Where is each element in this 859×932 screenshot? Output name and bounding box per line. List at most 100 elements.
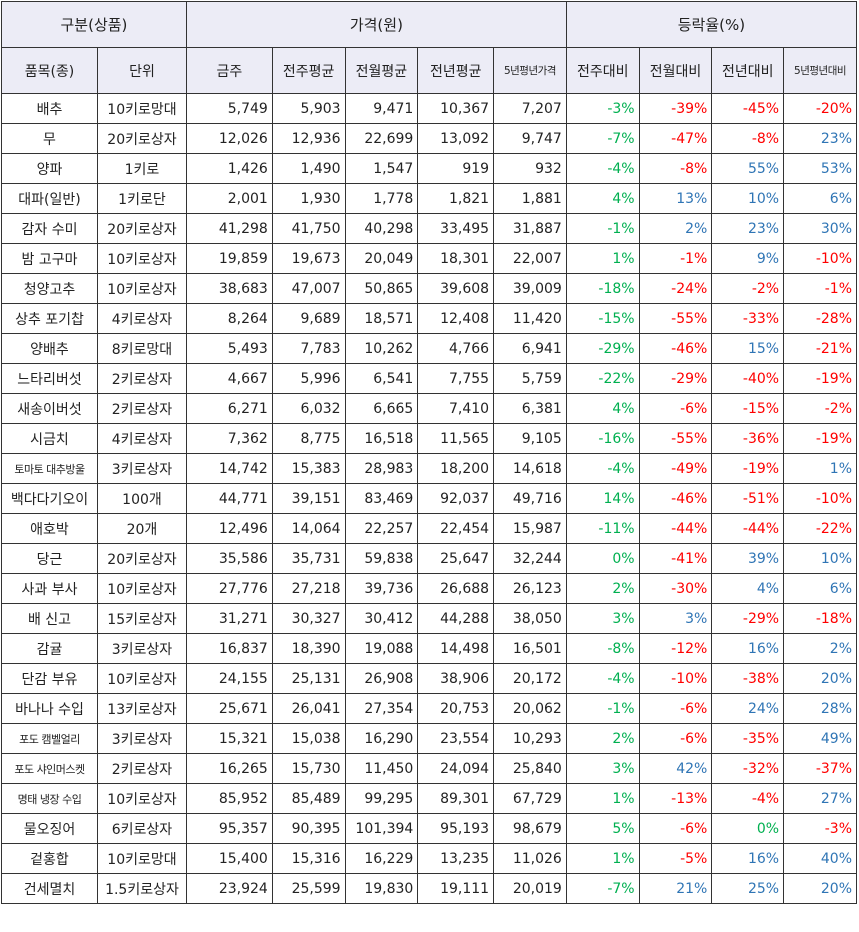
table-cell-vs-5yr-avg: 28%	[783, 693, 857, 724]
table-cell-prev-month-avg: 18,571	[344, 303, 419, 334]
table-cell-unit: 10키로상자	[97, 273, 187, 304]
table-cell-prev-year-avg: 13,235	[417, 843, 495, 874]
table-cell-item: 대파(일반)	[1, 183, 98, 214]
table-cell-prev-year-avg: 89,301	[417, 783, 495, 814]
table-cell-vs-prev-week: -8%	[565, 633, 640, 664]
table-cell-vs-prev-week: 5%	[565, 813, 640, 844]
table-cell-unit: 20키로상자	[97, 543, 187, 574]
table-cell-item: 양파	[1, 153, 98, 184]
table-row: 대파(일반) 1키로단 2,001 1,930 1,778 1,821 1,881 4% 13%…	[1, 183, 857, 214]
table-row: 밤 고구마 10키로상자 19,859 19,673 20,049 18,301 22,00…	[1, 243, 857, 274]
table-cell-item: 상추 포기찹	[1, 303, 98, 334]
table-cell-prev-year-avg: 1,821	[417, 183, 495, 214]
table-cell-5yr-avg-price: 38,050	[493, 603, 567, 634]
table-cell-prev-year-avg: 18,301	[417, 243, 495, 274]
table-cell-vs-prev-week: -11%	[565, 513, 640, 544]
table-cell-unit: 3키로상자	[97, 723, 187, 754]
table-cell-vs-prev-month: -6%	[638, 723, 713, 754]
table-cell-vs-prev-month: -47%	[638, 123, 713, 154]
table-cell-vs-prev-week: 0%	[565, 543, 640, 574]
table-cell-vs-prev-year: -44%	[711, 513, 785, 544]
table-cell-item: 새송이버섯	[1, 393, 98, 424]
col-header-vs-prev-year: 전년대비	[711, 47, 785, 94]
table-cell-vs-prev-week: -4%	[565, 663, 640, 694]
table-cell-item: 느타리버섯	[1, 363, 98, 394]
table-cell-prev-year-avg: 10,367	[417, 93, 495, 124]
table-cell-prev-month-avg: 9,471	[344, 93, 419, 124]
table-cell-this-week: 2,001	[185, 183, 273, 214]
table-row: 포도 샤인머스켓 2키로상자 16,265 15,730 11,450 24,094 25,…	[1, 753, 857, 784]
table-cell-vs-prev-week: 1%	[565, 783, 640, 814]
table-cell-5yr-avg-price: 1,881	[493, 183, 567, 214]
table-cell-this-week: 5,493	[185, 333, 273, 364]
table-row: 상추 포기찹 4키로상자 8,264 9,689 18,571 12,408 11,420-…	[1, 303, 857, 334]
table-cell-vs-prev-week: 3%	[565, 753, 640, 784]
table-cell-prev-month-avg: 30,412	[344, 603, 419, 634]
table-cell-5yr-avg-price: 32,244	[493, 543, 567, 574]
table-cell-vs-prev-month: 3%	[638, 603, 713, 634]
table-cell-prev-year-avg: 25,647	[417, 543, 495, 574]
table-row: 시금치 4키로상자 7,362 8,775 16,518 11,565 9,105 -16% -…	[1, 423, 857, 454]
table-cell-unit: 3키로상자	[97, 453, 187, 484]
table-cell-unit: 2키로상자	[97, 363, 187, 394]
table-row: 양배추 8키로망대 5,493 7,783 10,262 4,766 6,941 -29% -4…	[1, 333, 857, 364]
table-cell-this-week: 15,400	[185, 843, 273, 874]
table-cell-vs-prev-month: 21%	[638, 873, 713, 904]
table-cell-prev-year-avg: 18,200	[417, 453, 495, 484]
table-cell-prev-week-avg: 5,996	[271, 363, 346, 394]
table-cell-item: 무	[1, 123, 98, 154]
table-cell-5yr-avg-price: 98,679	[493, 813, 567, 844]
table-cell-this-week: 16,837	[185, 633, 273, 664]
table-cell-vs-prev-year: 23%	[711, 213, 785, 244]
col-header-vs-5yr-avg: 5년평년대비	[783, 47, 857, 94]
table-cell-vs-prev-week: -18%	[565, 273, 640, 304]
table-cell-vs-prev-week: -15%	[565, 303, 640, 334]
table-cell-this-week: 1,426	[185, 153, 273, 184]
table-cell-5yr-avg-price: 9,747	[493, 123, 567, 154]
table-cell-this-week: 12,026	[185, 123, 273, 154]
table-cell-this-week: 5,749	[185, 93, 273, 124]
table-cell-5yr-avg-price: 67,729	[493, 783, 567, 814]
table-cell-5yr-avg-price: 6,381	[493, 393, 567, 424]
table-cell-prev-week-avg: 15,730	[271, 753, 346, 784]
header-group-price: 가격(원)	[185, 1, 567, 48]
table-cell-prev-year-avg: 19,111	[417, 873, 495, 904]
table-cell-unit: 10키로망대	[97, 93, 187, 124]
table-cell-prev-month-avg: 6,665	[344, 393, 419, 424]
table-cell-vs-prev-month: -46%	[638, 333, 713, 364]
table-cell-vs-prev-year: -40%	[711, 363, 785, 394]
table-cell-5yr-avg-price: 20,172	[493, 663, 567, 694]
table-cell-prev-week-avg: 26,041	[271, 693, 346, 724]
table-cell-5yr-avg-price: 20,062	[493, 693, 567, 724]
table-cell-prev-week-avg: 41,750	[271, 213, 346, 244]
table-cell-prev-week-avg: 19,673	[271, 243, 346, 274]
table-cell-prev-year-avg: 4,766	[417, 333, 495, 364]
table-cell-item: 바나나 수입	[1, 693, 98, 724]
table-row: 느타리버섯 2키로상자 4,667 5,996 6,541 7,755 5,759 -22% -…	[1, 363, 857, 394]
table-cell-vs-5yr-avg: 6%	[783, 183, 857, 214]
table-cell-prev-week-avg: 9,689	[271, 303, 346, 334]
table-cell-item: 배추	[1, 93, 98, 124]
table-cell-vs-prev-week: 4%	[565, 183, 640, 214]
table-cell-vs-5yr-avg: 20%	[783, 663, 857, 694]
table-cell-vs-prev-year: 0%	[711, 813, 785, 844]
table-cell-vs-prev-week: -1%	[565, 213, 640, 244]
table-cell-prev-week-avg: 25,599	[271, 873, 346, 904]
table-cell-vs-prev-year: -45%	[711, 93, 785, 124]
table-cell-vs-prev-month: -5%	[638, 843, 713, 874]
table-cell-unit: 2키로상자	[97, 753, 187, 784]
table-cell-prev-week-avg: 1,490	[271, 153, 346, 184]
table-cell-5yr-avg-price: 25,840	[493, 753, 567, 784]
table-cell-vs-prev-week: 1%	[565, 243, 640, 274]
table-cell-vs-prev-week: 1%	[565, 843, 640, 874]
table-cell-prev-month-avg: 28,983	[344, 453, 419, 484]
table-cell-prev-year-avg: 23,554	[417, 723, 495, 754]
table-cell-vs-prev-year: -36%	[711, 423, 785, 454]
table-cell-unit: 2키로상자	[97, 393, 187, 424]
table-cell-unit: 1키로단	[97, 183, 187, 214]
table-cell-prev-month-avg: 22,699	[344, 123, 419, 154]
table-cell-item: 밤 고구마	[1, 243, 98, 274]
table-cell-item: 당근	[1, 543, 98, 574]
table-cell-unit: 3키로상자	[97, 633, 187, 664]
table-cell-vs-prev-week: -16%	[565, 423, 640, 454]
